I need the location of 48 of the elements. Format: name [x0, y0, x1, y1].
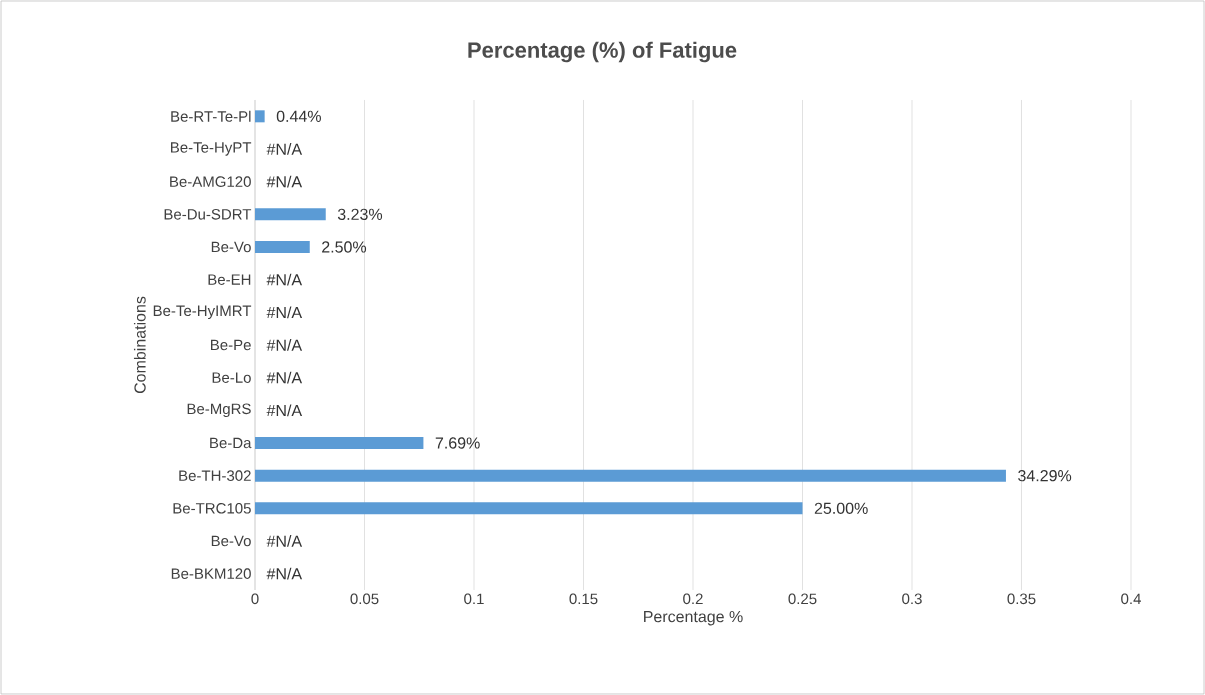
- y-tick-label: Be-Lo: [212, 372, 251, 383]
- y-tick-label: Be-RT-Te-Pl: [171, 110, 251, 122]
- chart-title: Percentage (%) of Fatigue: [468, 41, 737, 63]
- data-label: 3.23%: [337, 208, 383, 220]
- x-tick-label: 0.25: [788, 593, 817, 605]
- bar: [255, 208, 326, 221]
- x-tick-label: 0.4: [1121, 593, 1141, 605]
- x-tick-label: 0.35: [1007, 593, 1036, 605]
- text: #N/A: [266, 175, 303, 188]
- y-tick-label: Be-AMG120: [170, 176, 251, 187]
- bar: [255, 502, 803, 515]
- text: #N/A: [266, 371, 303, 384]
- y-tick-label: Be-TH-302: [179, 470, 251, 481]
- y-axis-title: Combinations: [133, 296, 146, 394]
- text: #N/A: [266, 273, 303, 286]
- text: #N/A: [266, 567, 303, 580]
- y-tick-label: Be-MgRS: [187, 403, 251, 418]
- x-tick-label: 0.1: [464, 593, 484, 605]
- y-tick-label: Be-Du-SDRT: [164, 209, 252, 220]
- bar: [255, 240, 310, 253]
- y-tick-label: Be-TRC105: [173, 503, 251, 514]
- data-label: 25.00%: [814, 502, 868, 514]
- x-tick-label: 0.3: [902, 593, 922, 605]
- bar: [255, 110, 265, 123]
- text: #N/A: [266, 143, 303, 155]
- x-tick-label: 0: [251, 593, 259, 605]
- x-axis-title: Percentage %: [644, 611, 743, 626]
- y-tick-label: Be-Pe: [211, 339, 251, 351]
- data-label: 2.50%: [322, 241, 367, 253]
- y-tick-label: Be-EH: [208, 274, 251, 285]
- text: #N/A: [266, 339, 303, 351]
- y-tick-label: Be-BKM120: [171, 568, 251, 579]
- y-tick-label: Be-Te-HyPT: [171, 142, 252, 156]
- y-tick-label: Be-Da: [210, 437, 252, 449]
- bar: [255, 436, 424, 449]
- text: #N/A: [266, 306, 303, 319]
- y-tick-label: Be-Vo: [211, 241, 251, 253]
- text: #N/A: [266, 404, 303, 417]
- data-label: 7.69%: [435, 437, 480, 449]
- text: #N/A: [266, 535, 303, 547]
- data-label: 0.44%: [276, 110, 321, 122]
- data-label: 34.29%: [1018, 469, 1072, 482]
- x-tick-label: 0.2: [683, 593, 703, 605]
- x-tick-label: 0.05: [350, 593, 379, 605]
- y-tick-label: Be-Vo: [211, 535, 251, 547]
- x-tick-label: 0.15: [569, 593, 598, 605]
- bar: [255, 469, 1006, 482]
- y-tick-label: Be-Te-HyIMRT: [153, 305, 252, 320]
